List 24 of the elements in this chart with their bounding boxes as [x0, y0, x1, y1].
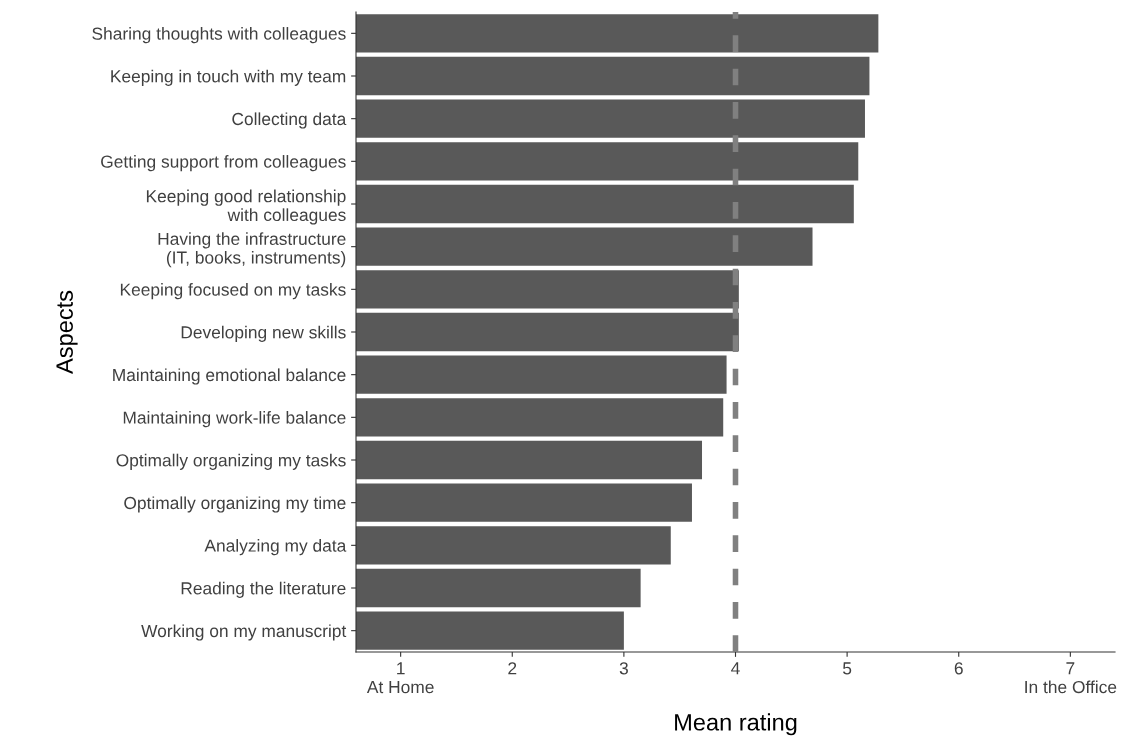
x-tick-label: 3	[619, 662, 628, 675]
x-tick-label: 6	[954, 662, 963, 675]
y-tick-label: Developing new skills	[181, 325, 346, 342]
x-tick-label: 5	[842, 662, 852, 675]
y-axis-title: Aspects	[56, 290, 78, 374]
x-tick-label: 1 At Home	[366, 662, 434, 694]
x-tick-label: 2	[508, 662, 517, 675]
y-tick-label: Reading the literature	[181, 581, 346, 598]
x-tick-label: 7 In the Office	[1025, 662, 1117, 694]
y-tick-label: Maintaining emotional balance	[113, 368, 346, 385]
y-tick-label: Maintaining work-life balance	[123, 411, 346, 428]
y-tick-label: Optimally organizing my tasks	[116, 453, 346, 470]
y-tick-label: Keeping good relationship with colleagues	[146, 189, 346, 225]
y-tick-label: Analyzing my data	[204, 539, 347, 556]
y-tick-label: Optimally organizing my time	[124, 496, 346, 513]
x-tick-label: 4	[731, 662, 740, 675]
y-tick-label: Keeping in touch with my team	[111, 69, 346, 86]
y-tick-label: Collecting data	[232, 112, 347, 129]
y-tick-label: Working on my manuscript	[141, 624, 347, 641]
y-tick-label: Sharing thoughts with colleagues	[92, 27, 346, 44]
y-tick-label: Getting support from colleagues	[101, 155, 346, 172]
y-tick-label: Having the infrastructure (IT, books, instruments)	[158, 232, 346, 268]
y-tick-label: Keeping focused on my tasks	[120, 283, 346, 300]
x-axis-title: Mean rating	[675, 713, 797, 736]
